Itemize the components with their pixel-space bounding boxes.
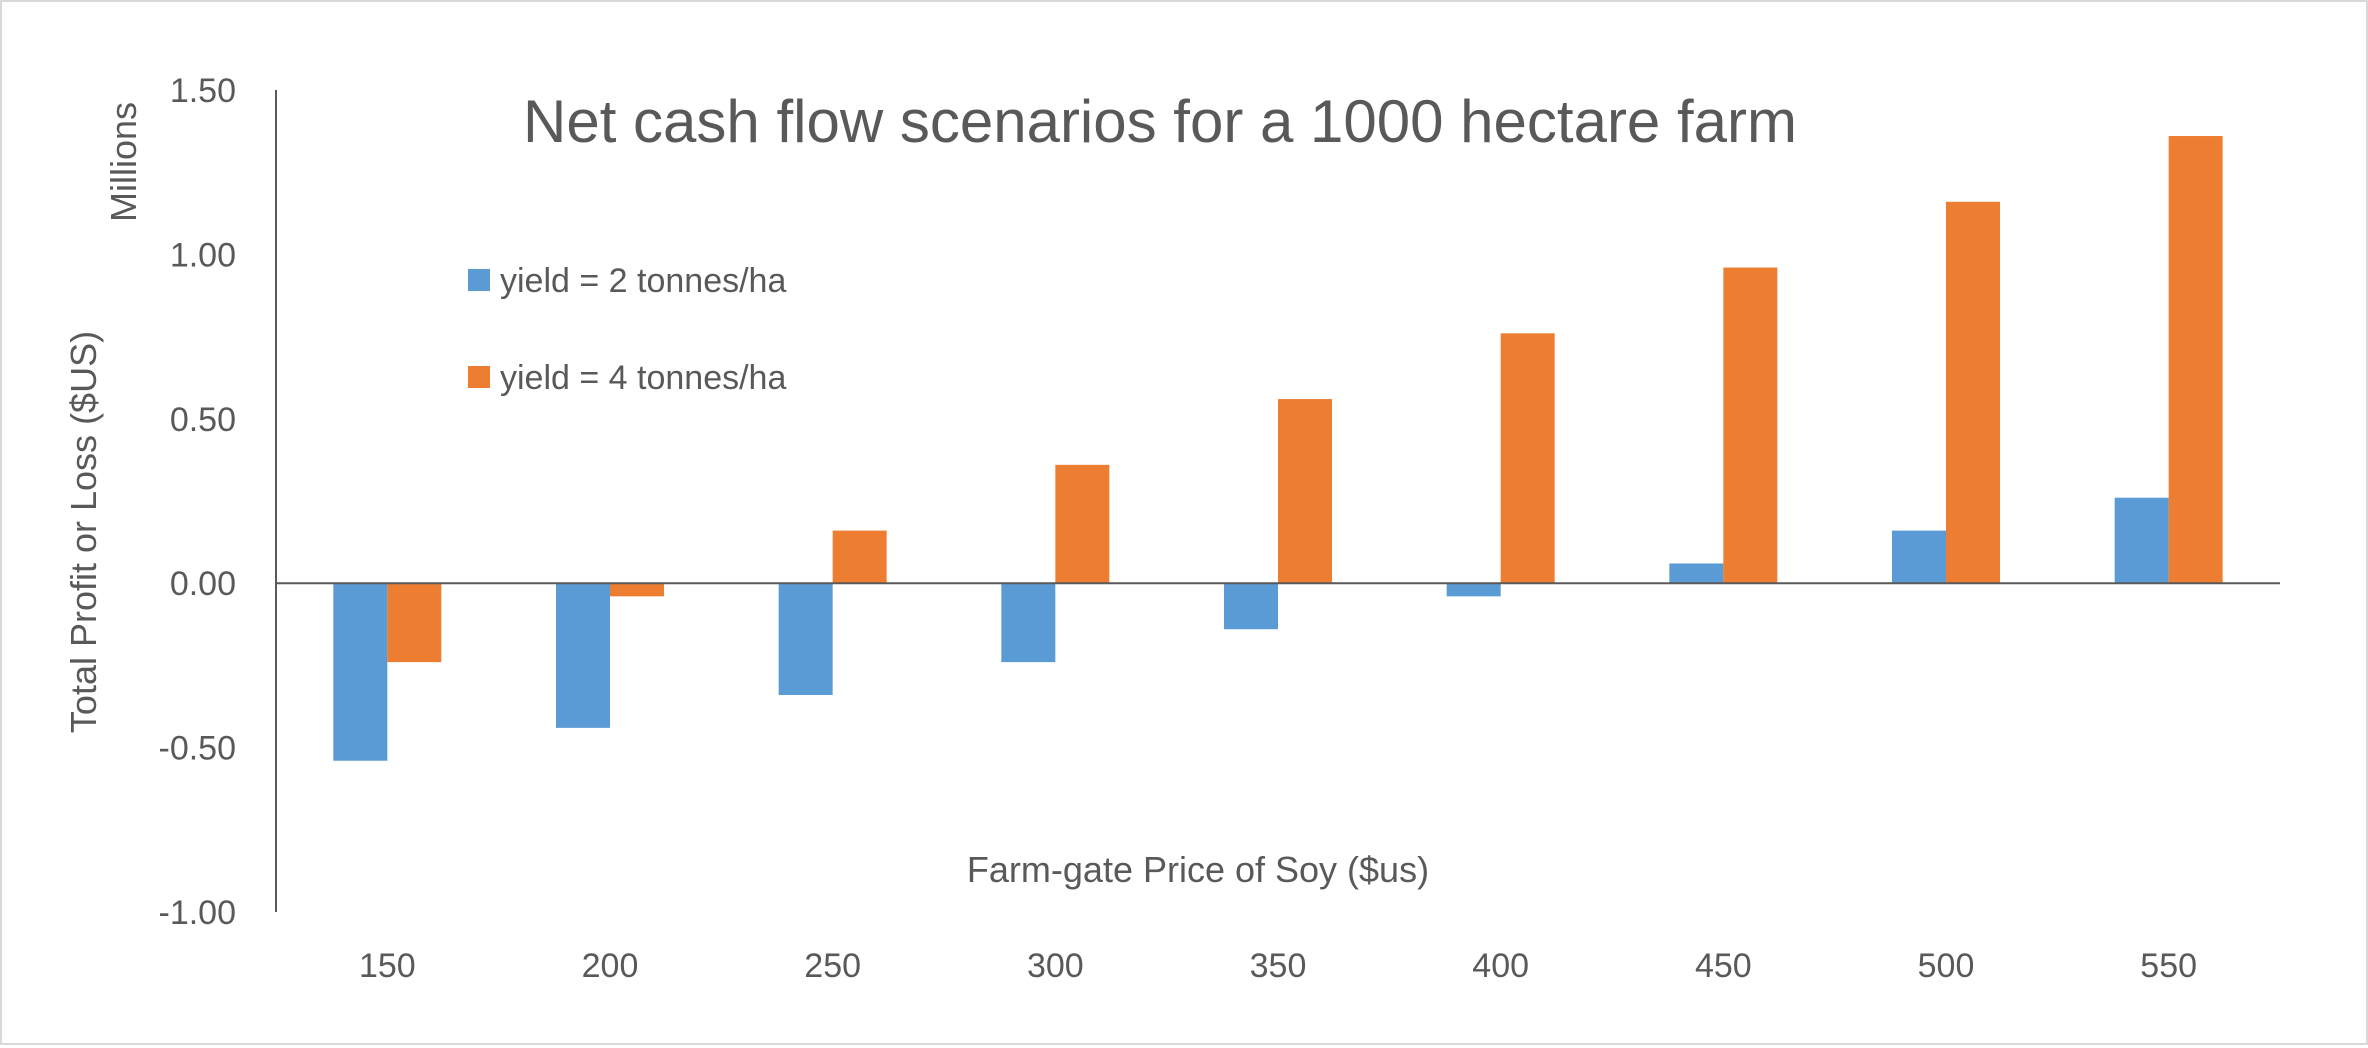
y-tick-label: 1.50 — [170, 72, 236, 110]
bar-series-1-250 — [778, 583, 833, 695]
x-tick-label: 550 — [2140, 947, 2197, 985]
bar-series-1-200 — [556, 583, 610, 728]
bar-series-1-400 — [1446, 583, 1501, 597]
y-tick-label: 0.50 — [170, 401, 236, 439]
x-tick-label: 350 — [1250, 947, 1307, 985]
bar-series-2-400 — [1500, 333, 1555, 584]
y-tick-label: -1.00 — [159, 894, 237, 932]
bar-series-2-150 — [387, 583, 442, 663]
bar-series-1-550 — [2114, 497, 2169, 584]
bar-series-1-350 — [1224, 583, 1278, 630]
bar-series-2-450 — [1723, 267, 1778, 584]
bars — [333, 136, 2223, 761]
x-axis-ticks: 150 200 250 300 350 400 450 500 550 — [359, 947, 2197, 985]
legend: yield = 2 tonnes/ha yield = 4 tonnes/ha — [468, 262, 786, 397]
x-tick-label: 500 — [1918, 947, 1975, 985]
legend-label-yield-4: yield = 4 tonnes/ha — [500, 359, 786, 397]
chart-title: Net cash flow scenarios for a 1000 hecta… — [523, 88, 1797, 155]
legend-item-2: yield = 4 tonnes/ha — [468, 359, 786, 397]
bar-series-1-300 — [1001, 583, 1056, 663]
legend-item-1: yield = 2 tonnes/ha — [468, 262, 786, 300]
legend-swatch-yield-2 — [468, 269, 490, 291]
bar-series-2-200 — [610, 583, 664, 597]
bar-series-1-450 — [1669, 563, 1724, 584]
y-axis-units: Millions — [103, 102, 144, 222]
x-tick-label: 250 — [804, 947, 861, 985]
bar-series-1-150 — [333, 583, 388, 761]
y-tick-label: 0.00 — [170, 565, 236, 603]
x-tick-label: 300 — [1027, 947, 1084, 985]
bar-series-2-350 — [1278, 399, 1332, 584]
x-axis-label: Farm-gate Price of Soy ($us) — [967, 849, 1429, 890]
x-tick-label: 200 — [582, 947, 639, 985]
y-tick-label: 1.00 — [170, 236, 236, 274]
y-axis-label: Total Profit or Loss ($US) — [63, 331, 104, 733]
bar-series-2-500 — [1946, 201, 2000, 584]
y-axis-ticks: 1.50 1.00 0.50 0.00 -0.50 -1.00 — [159, 72, 237, 932]
legend-label-yield-2: yield = 2 tonnes/ha — [500, 262, 786, 300]
x-tick-label: 400 — [1472, 947, 1529, 985]
bar-series-1-500 — [1892, 530, 1946, 584]
x-tick-label: 450 — [1695, 947, 1752, 985]
bar-series-2-250 — [832, 530, 887, 584]
bar-series-2-550 — [2168, 136, 2223, 584]
x-tick-label: 150 — [359, 947, 416, 985]
legend-swatch-yield-4 — [468, 366, 490, 388]
y-tick-label: -0.50 — [159, 730, 237, 768]
bar-series-2-300 — [1055, 464, 1110, 584]
